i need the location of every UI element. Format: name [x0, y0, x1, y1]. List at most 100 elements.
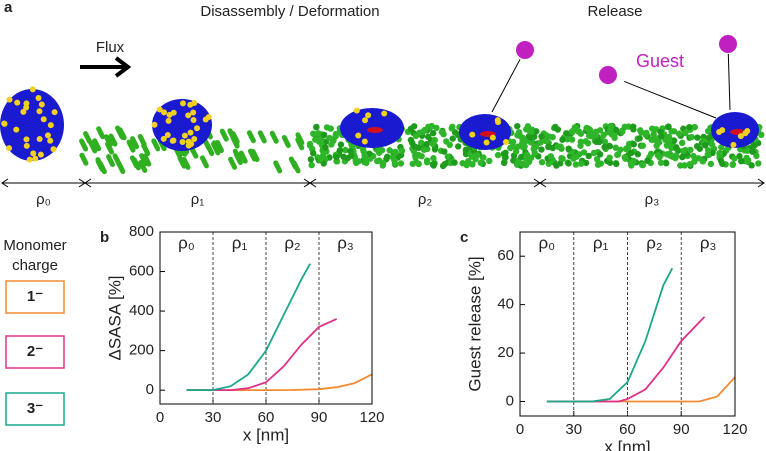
monomer — [92, 138, 102, 152]
monomer — [614, 151, 621, 159]
legend-box — [5, 280, 65, 314]
monomer — [663, 160, 670, 167]
region-label: ρ₂ — [284, 233, 300, 252]
x-tick-label: 90 — [673, 421, 690, 438]
monomer — [564, 130, 571, 137]
monomer — [326, 134, 333, 142]
monomer — [468, 153, 475, 160]
monomer — [473, 152, 481, 159]
monomer — [333, 153, 340, 161]
monomer — [108, 133, 118, 147]
y-tick-label: 40 — [497, 296, 514, 313]
monomer — [500, 159, 508, 167]
monomer — [647, 150, 655, 158]
monomer — [708, 141, 716, 148]
monomer — [590, 149, 598, 157]
monomer — [138, 159, 148, 173]
monomer — [672, 152, 679, 159]
monomer — [523, 154, 530, 161]
y-axis-label: ΔSASA [%] — [105, 275, 124, 360]
monomer — [307, 156, 315, 163]
monomer — [418, 152, 425, 160]
monomer — [716, 150, 724, 158]
region-label: ρ₀ — [36, 191, 51, 208]
panel-label: a — [4, 0, 13, 16]
monomer — [657, 159, 665, 166]
release-arrow — [491, 59, 521, 113]
monomer — [707, 160, 715, 168]
monomer — [444, 153, 451, 160]
legend-label: 1⁻ — [27, 288, 43, 305]
monomer — [531, 149, 538, 157]
monomer — [538, 146, 545, 153]
monomer — [523, 126, 530, 133]
monomer — [130, 136, 140, 150]
bead — [202, 116, 209, 123]
monomer — [679, 153, 686, 161]
series-line — [186, 318, 338, 392]
region-label: ρ₃ — [700, 233, 717, 252]
x-tick-label: 0 — [156, 409, 164, 426]
bead — [6, 96, 13, 103]
panel-label: c — [460, 229, 468, 246]
monomer — [542, 137, 549, 145]
bead — [30, 150, 37, 157]
monomer — [573, 153, 580, 160]
monomer — [584, 140, 592, 147]
monomer — [719, 160, 726, 167]
monomer — [585, 152, 592, 160]
monomer — [648, 136, 655, 143]
monomer — [731, 155, 738, 162]
monomer — [736, 153, 743, 160]
monomer — [593, 155, 601, 163]
monomer — [141, 143, 151, 157]
bead — [44, 132, 51, 139]
monomer — [527, 134, 534, 141]
monomer — [112, 153, 122, 167]
monomer — [558, 155, 565, 162]
monomer — [670, 128, 678, 135]
monomer — [613, 160, 620, 168]
bead — [23, 136, 30, 143]
monomer — [612, 144, 619, 151]
monomer — [322, 144, 329, 151]
region-label: ρ₁ — [593, 233, 609, 252]
x-tick-label: 0 — [516, 421, 524, 438]
monomer — [679, 139, 686, 147]
y-tick-label: 0 — [506, 392, 514, 409]
monomer — [219, 128, 229, 142]
monomer — [418, 139, 425, 146]
monomer — [320, 131, 328, 139]
monomer — [596, 127, 604, 134]
bead — [362, 117, 369, 124]
legend-box — [5, 335, 65, 369]
bead — [26, 156, 33, 163]
region-label: ρ₁ — [191, 191, 205, 208]
monomer — [246, 130, 256, 144]
monomer — [379, 159, 387, 167]
monomer — [129, 155, 139, 169]
bead — [355, 132, 362, 139]
monomer — [643, 129, 650, 137]
monomer — [577, 142, 584, 149]
monomer — [637, 127, 644, 134]
monomer — [665, 123, 672, 130]
monomer — [392, 148, 399, 156]
monomer — [533, 128, 540, 135]
monomer — [428, 122, 435, 130]
monomer — [295, 137, 305, 151]
monomer — [554, 143, 562, 150]
monomer — [407, 125, 415, 132]
monomer — [600, 131, 607, 139]
bead — [185, 142, 192, 149]
y-tick-label: 20 — [497, 344, 514, 361]
bead — [164, 131, 171, 138]
monomer — [744, 156, 752, 164]
monomer — [332, 130, 340, 138]
monomer — [288, 156, 298, 170]
y-tick-label: 400 — [129, 302, 154, 319]
monomer — [446, 141, 453, 149]
series-line — [186, 263, 311, 392]
